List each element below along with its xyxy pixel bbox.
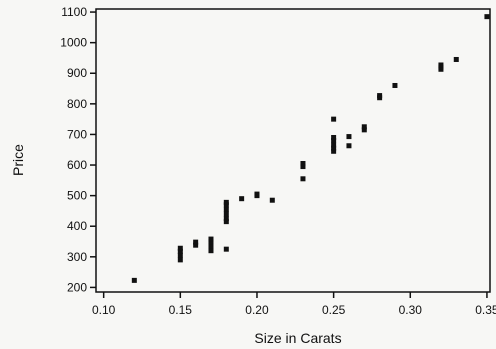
data-point (331, 142, 337, 148)
x-axis-title: Size in Carats (254, 330, 341, 346)
y-tick-label: 900 (67, 66, 87, 80)
y-tick-label: 400 (67, 219, 87, 233)
data-point (239, 196, 245, 202)
data-point (300, 161, 306, 167)
axes: 0.10 0.15 0.20 0.25 0.30 0.35 200 300 400 500 600 7… (60, 5, 496, 317)
data-point (331, 145, 337, 151)
y-tick-label: 300 (67, 250, 87, 264)
data-point (331, 148, 337, 154)
y-tick-label: 1100 (61, 5, 87, 19)
y-tick-label: 200 (67, 280, 87, 294)
data-point (346, 143, 352, 149)
y-tick-label: 800 (67, 97, 87, 111)
data-point (331, 138, 337, 144)
data-point (223, 199, 229, 205)
data-point (331, 134, 337, 140)
y-tick-label: 1000 (60, 36, 87, 50)
data-point (361, 124, 367, 130)
data-point (453, 56, 459, 62)
data-point (269, 197, 275, 203)
x-tick-label: 0.15 (169, 303, 193, 317)
data-point (177, 248, 183, 254)
data-point (208, 236, 214, 242)
data-point (346, 134, 352, 140)
x-tick-label: 0.30 (399, 303, 423, 317)
data-point (208, 243, 214, 249)
data-points (131, 14, 490, 283)
data-point (300, 176, 306, 182)
x-tick-label: 0.20 (245, 303, 269, 317)
y-tick-label: 600 (67, 158, 87, 172)
plot-frame (95, 8, 491, 293)
data-point (193, 242, 199, 248)
data-point (254, 191, 260, 197)
data-point (300, 164, 306, 170)
data-point (223, 211, 229, 217)
x-tick-label: 0.35 (475, 303, 496, 317)
data-point (331, 116, 337, 122)
y-axis-title: Price (10, 144, 26, 176)
y-tick-label: 700 (67, 127, 87, 141)
data-point (131, 277, 137, 283)
data-point (208, 248, 214, 254)
data-point (438, 62, 444, 68)
data-point (392, 82, 398, 88)
data-point (177, 245, 183, 251)
data-point (193, 239, 199, 245)
y-tick-label: 500 (67, 189, 87, 203)
data-point (377, 93, 383, 99)
data-point (361, 127, 367, 133)
data-point (177, 252, 183, 258)
data-point (484, 14, 490, 20)
data-point (223, 219, 229, 225)
x-tick-label: 0.10 (92, 303, 116, 317)
data-point (223, 216, 229, 222)
x-tick-label: 0.25 (322, 303, 346, 317)
data-point (177, 257, 183, 263)
data-point (223, 246, 229, 252)
data-point (223, 206, 229, 212)
